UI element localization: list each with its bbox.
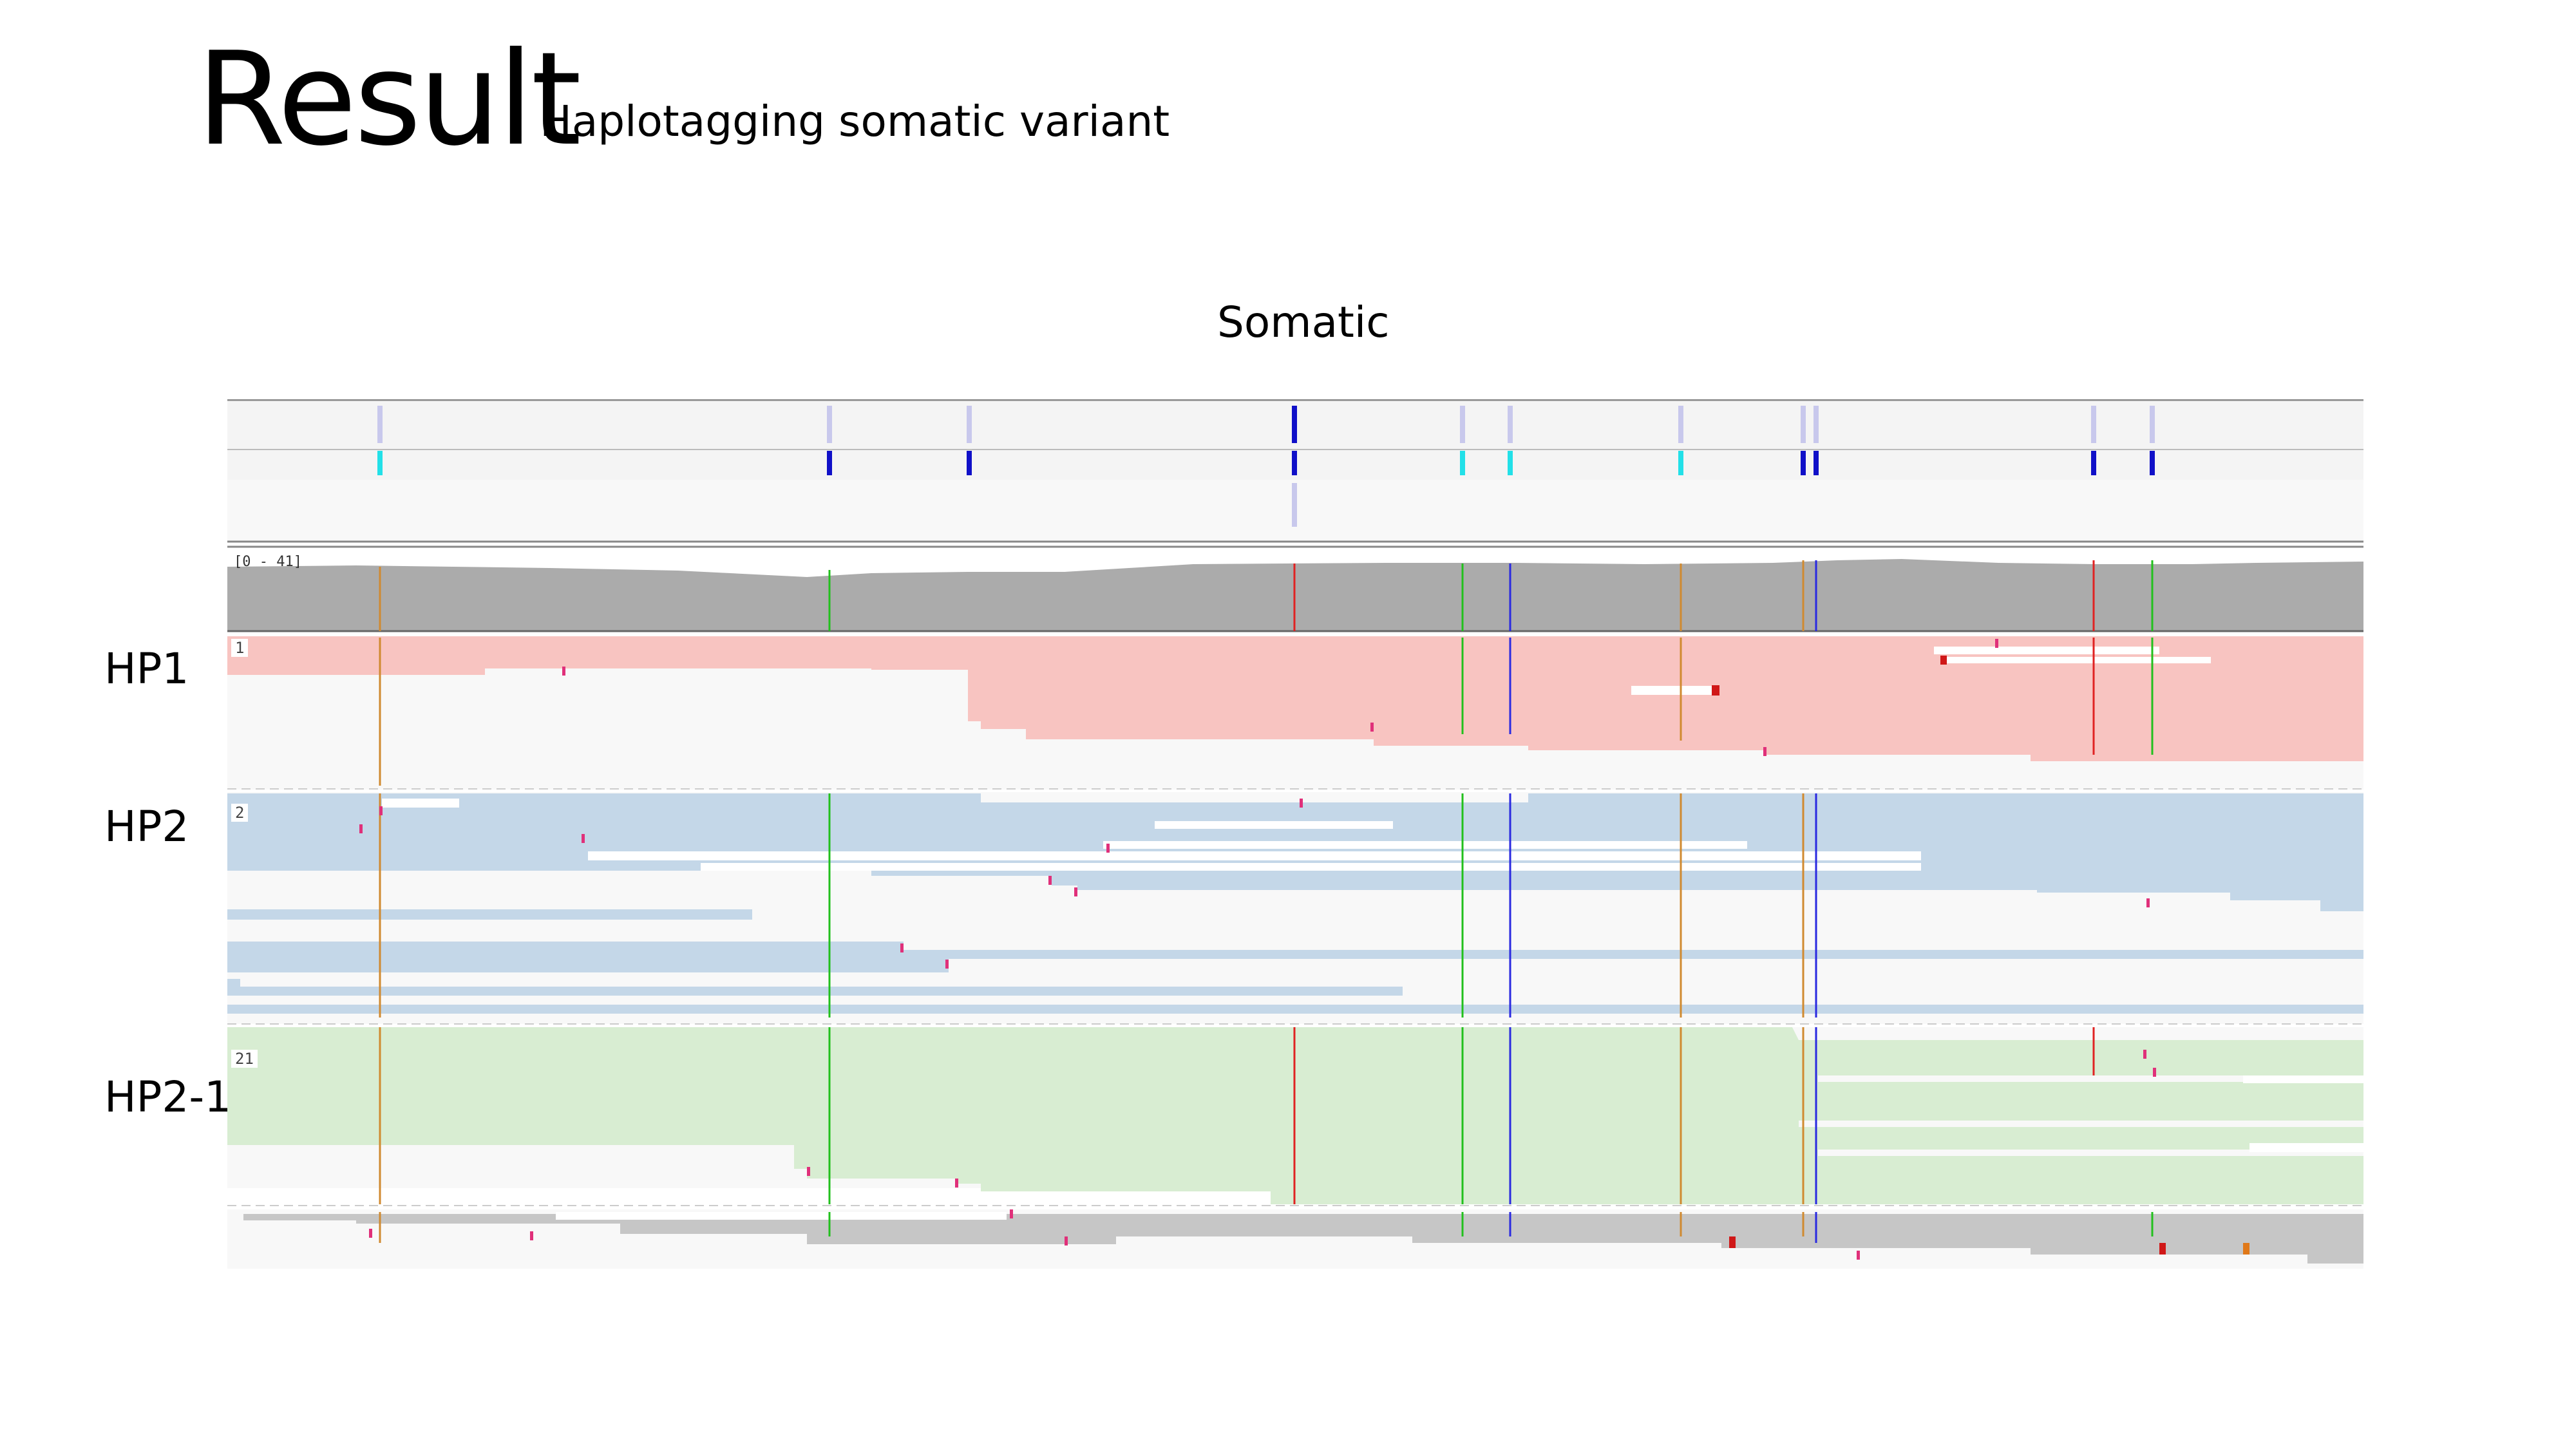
insertion-mark xyxy=(900,943,904,952)
insertion-mark xyxy=(369,1229,372,1238)
panel-title: Somatic xyxy=(1217,298,1390,347)
mismatch-mark xyxy=(2243,1243,2249,1255)
row-label-hp1: HP1 xyxy=(104,644,189,694)
hp2-read xyxy=(227,953,949,972)
variant-tick xyxy=(2150,406,2155,443)
insertion-mark xyxy=(1763,747,1766,756)
insertion-mark xyxy=(1370,723,1374,732)
hp2-read xyxy=(701,863,1921,871)
variant-tick xyxy=(1801,406,1806,443)
genome-browser-view[interactable]: [0 - 41] 1 2 21 xyxy=(227,399,2367,1269)
variant-tick xyxy=(827,406,832,443)
hp1-reads xyxy=(227,636,2363,761)
insertion-mark xyxy=(1300,799,1303,808)
hp2-read xyxy=(1155,821,1393,829)
variant-tick xyxy=(1292,483,1297,527)
insertion-mark xyxy=(1065,1236,1068,1245)
mismatch-mark xyxy=(2159,1243,2166,1255)
hp2-1-read xyxy=(2243,1075,2363,1083)
variant-tick xyxy=(1508,406,1513,443)
hp2-read xyxy=(227,979,240,992)
variant-tick xyxy=(1801,451,1806,475)
insertion-mark xyxy=(582,834,585,843)
variant-tick xyxy=(1292,451,1297,475)
variant-tick xyxy=(2150,451,2155,475)
variant-tick xyxy=(967,451,972,475)
hp2-read xyxy=(227,942,904,954)
variant-tick xyxy=(2091,406,2096,443)
variant-tick xyxy=(1678,406,1683,443)
variant-tick xyxy=(1460,451,1465,475)
hp2-read xyxy=(227,1005,2363,1014)
hp2-read xyxy=(227,909,752,920)
allele-lines xyxy=(379,560,2154,1243)
insertion-mark xyxy=(1106,844,1110,853)
variant-marks xyxy=(377,406,2155,527)
variant-tick xyxy=(827,451,832,475)
group-badge-hp2-1: 21 xyxy=(231,1050,258,1068)
insertion-mark xyxy=(2143,1050,2146,1059)
insertion-mark xyxy=(2153,1068,2156,1077)
insertion-mark xyxy=(807,1167,810,1176)
insertion-mark xyxy=(1048,876,1052,885)
mismatch-mark xyxy=(1729,1236,1736,1248)
variant-tick xyxy=(1678,451,1683,475)
insertion-mark xyxy=(562,667,565,676)
mismatch-mark xyxy=(1940,656,1947,665)
variant-tick xyxy=(1814,406,1819,443)
hp2-1-read xyxy=(1812,1095,2363,1104)
hp2-read xyxy=(1103,841,1747,849)
hp1-read xyxy=(1940,657,2211,663)
insertion-mark xyxy=(530,1231,533,1240)
hp2-read xyxy=(588,851,1921,860)
variant-tick xyxy=(1508,451,1513,475)
alignment-tracks xyxy=(227,399,2367,1269)
insertion-mark xyxy=(379,806,383,815)
insertion-mark xyxy=(1074,887,1077,896)
insertion-mark xyxy=(2146,898,2150,907)
slide-title: Result xyxy=(196,24,582,175)
insertion-mark xyxy=(955,1179,958,1188)
group-badge-hp1: 1 xyxy=(231,639,249,657)
mismatch-mark xyxy=(1712,685,1719,696)
variant-tick xyxy=(1292,406,1297,443)
unphased-read-gap xyxy=(556,1212,1007,1220)
insertion-mark xyxy=(945,960,949,969)
hp2-1-read xyxy=(2249,1143,2363,1152)
hp2-read xyxy=(904,950,2363,959)
variant-tick xyxy=(2091,451,2096,475)
group-badge-hp2: 2 xyxy=(231,804,249,822)
hp2-read xyxy=(382,799,459,808)
row-label-hp2-1: HP2-1 xyxy=(104,1072,232,1122)
insertion-mark xyxy=(1995,639,1998,648)
variant-tick xyxy=(1460,406,1465,443)
slide-subtitle: : Haplotagging somatic variant xyxy=(512,97,1170,146)
hp1-read xyxy=(1631,686,1715,695)
insertion-mark xyxy=(359,824,363,833)
variant-tick xyxy=(1814,451,1819,475)
unphased-reads xyxy=(243,1214,2363,1264)
insertion-mark xyxy=(1010,1209,1013,1218)
hp1-read xyxy=(1934,647,2159,654)
insertion-mark xyxy=(1857,1251,1860,1260)
hp2-read-gap xyxy=(981,793,1528,802)
coverage-range-label: [0 - 41] xyxy=(234,554,302,570)
variant-tick xyxy=(377,451,383,475)
variant-tick xyxy=(967,406,972,443)
hp2-read xyxy=(227,987,1403,996)
row-label-hp2: HP2 xyxy=(104,802,189,851)
variant-tick xyxy=(377,406,383,443)
